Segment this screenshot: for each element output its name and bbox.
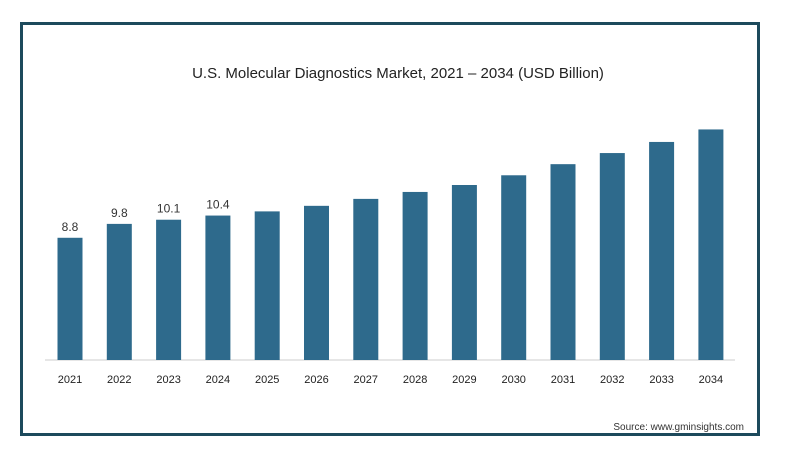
x-tick-label: 2025 [255,374,279,386]
x-tick-label: 2024 [206,374,230,386]
bar-2027 [353,198,379,360]
x-tick-label: 2022 [107,374,131,386]
data-label: 10.4 [206,198,230,212]
bar-2021 [57,237,83,360]
bar-2034 [698,129,724,360]
bar-2029 [451,185,477,360]
bar-2022 [106,223,132,360]
x-tick-label: 2029 [452,374,476,386]
x-tick-label: 2033 [649,374,673,386]
bar-2032 [599,153,625,360]
x-tick-label: 2030 [501,374,525,386]
chart-frame [20,22,760,436]
x-tick-label: 2034 [699,374,723,386]
x-tick-label: 2027 [354,374,378,386]
bar-2033 [649,141,675,360]
x-tick-label: 2028 [403,374,427,386]
data-label: 10.1 [157,202,181,216]
x-tick-label: 2026 [304,374,328,386]
bar-2023 [156,219,182,360]
data-label: 9.8 [111,206,128,220]
bar-2026 [304,205,329,360]
data-label: 8.8 [62,220,79,234]
bar-2028 [402,191,428,360]
bar-2030 [501,175,527,360]
x-tick-label: 2023 [156,374,180,386]
x-tick-label: 2031 [551,374,575,386]
x-tick-label: 2032 [600,374,624,386]
chart-title: U.S. Molecular Diagnostics Market, 2021 … [192,65,604,82]
bar-2025 [254,211,280,360]
bar-2024 [205,215,231,360]
x-tick-label: 2021 [58,374,82,386]
bar-2031 [550,164,576,360]
source-note: Source: www.gminsights.com [613,422,744,433]
